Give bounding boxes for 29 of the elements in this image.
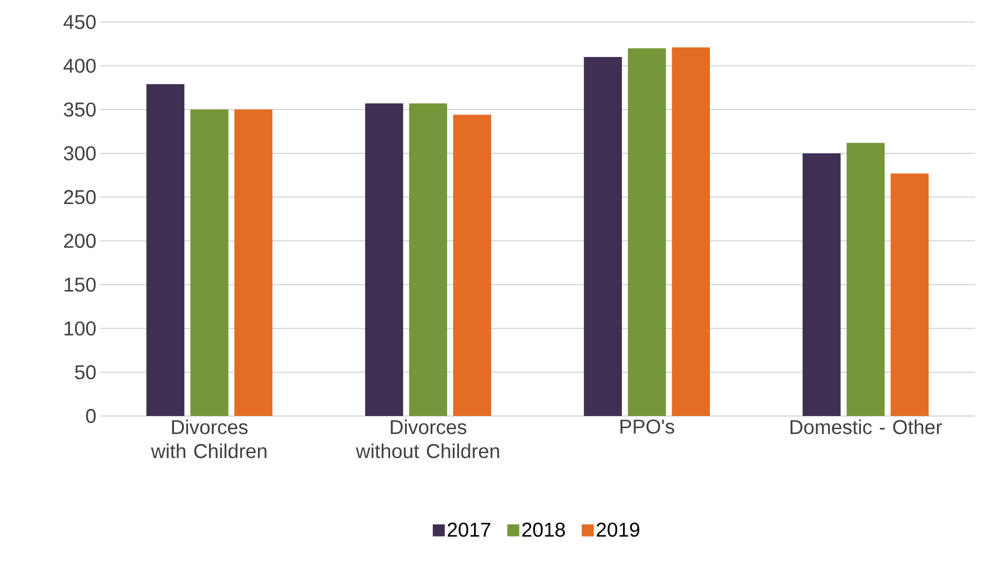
- y-tick-label: 50: [75, 365, 96, 380]
- y-tick-label: 450: [64, 14, 96, 30]
- y-tick-label: 350: [64, 102, 96, 117]
- bar: [846, 142, 885, 416]
- y-tick-label: 250: [64, 190, 96, 204]
- y-tick-label: 400: [64, 58, 96, 73]
- bar: [234, 110, 272, 416]
- legend-label: 2019: [596, 522, 640, 537]
- y-tick-label: 150: [64, 278, 96, 292]
- bar: [584, 57, 622, 416]
- bar: [190, 110, 228, 416]
- bar: [890, 173, 929, 416]
- bar: [146, 84, 184, 416]
- bar: [802, 153, 841, 416]
- bar: [453, 114, 492, 416]
- x-tick-label: Divorces with Children: [150, 420, 266, 458]
- y-tick-label: 100: [64, 321, 96, 336]
- x-tick-label: Domestic - Other: [790, 420, 942, 434]
- bar: [365, 103, 404, 416]
- y-tick-label: 0: [86, 408, 96, 424]
- legend-label: 2017: [448, 522, 490, 537]
- bar: [628, 48, 666, 416]
- y-tick-label: 300: [64, 146, 96, 160]
- y-tick-label: 200: [64, 234, 96, 248]
- bar: [672, 47, 710, 416]
- bar: [409, 103, 448, 416]
- x-tick-label: PPO's: [620, 420, 674, 434]
- legend-label: 2018: [522, 522, 565, 537]
- x-tick-label: Divorces without Children: [356, 420, 500, 458]
